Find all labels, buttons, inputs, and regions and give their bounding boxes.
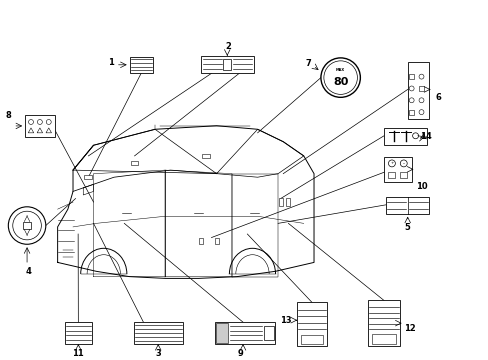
Circle shape <box>418 74 423 79</box>
Circle shape <box>320 58 360 97</box>
Bar <box>400 172 407 178</box>
Polygon shape <box>28 128 34 133</box>
Bar <box>286 198 290 206</box>
Circle shape <box>387 160 395 167</box>
Circle shape <box>323 61 357 94</box>
Bar <box>371 334 395 344</box>
Bar <box>297 302 326 346</box>
Circle shape <box>408 86 413 91</box>
Circle shape <box>400 160 407 167</box>
Circle shape <box>418 98 423 103</box>
Circle shape <box>13 211 41 240</box>
Text: 7: 7 <box>305 59 310 68</box>
Text: 4: 4 <box>25 267 31 276</box>
Text: -: - <box>402 161 404 166</box>
Bar <box>64 322 92 344</box>
Circle shape <box>38 120 42 125</box>
Text: +: + <box>389 161 393 165</box>
Text: 1: 1 <box>108 58 114 67</box>
Text: 3: 3 <box>155 349 161 358</box>
Bar <box>25 115 55 137</box>
Bar <box>84 175 92 179</box>
Bar <box>130 161 138 165</box>
Bar <box>385 197 428 214</box>
Bar <box>214 238 218 244</box>
Polygon shape <box>46 128 51 133</box>
Bar <box>223 59 231 70</box>
Bar <box>367 301 399 346</box>
Bar <box>418 86 423 91</box>
Bar <box>387 172 395 178</box>
Circle shape <box>408 98 413 103</box>
Text: 12: 12 <box>403 324 415 333</box>
Circle shape <box>418 110 423 114</box>
Bar <box>263 326 273 340</box>
Bar <box>383 157 411 182</box>
Text: 14: 14 <box>419 132 430 141</box>
Text: 10: 10 <box>415 181 427 190</box>
Text: 5: 5 <box>404 222 410 231</box>
Bar <box>200 56 253 73</box>
Bar <box>408 74 413 79</box>
Bar <box>133 322 183 344</box>
Bar <box>199 238 203 244</box>
Circle shape <box>28 120 33 125</box>
Bar <box>408 110 413 114</box>
Circle shape <box>412 133 418 139</box>
Bar <box>129 57 153 73</box>
Bar <box>383 128 427 145</box>
Text: 8: 8 <box>5 111 11 120</box>
Bar <box>278 198 282 206</box>
Circle shape <box>46 120 51 125</box>
Circle shape <box>8 207 46 244</box>
Text: 11: 11 <box>72 349 84 358</box>
Polygon shape <box>37 128 42 133</box>
Text: 6: 6 <box>434 93 440 102</box>
Bar <box>407 62 428 119</box>
Text: MAX: MAX <box>335 68 345 72</box>
Text: 13: 13 <box>279 316 291 325</box>
Bar <box>23 222 31 229</box>
Bar <box>301 335 322 344</box>
Bar <box>202 154 210 158</box>
Text: 80: 80 <box>332 77 347 86</box>
Bar <box>215 322 274 344</box>
Bar <box>216 323 228 343</box>
Text: 9: 9 <box>237 349 243 358</box>
Text: 2: 2 <box>225 42 231 51</box>
